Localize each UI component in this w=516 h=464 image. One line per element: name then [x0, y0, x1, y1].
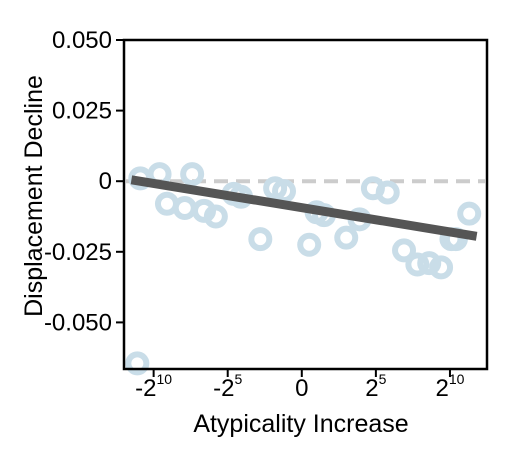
- data-point: [297, 232, 322, 257]
- y-tick-label: -0.050: [44, 309, 112, 336]
- data-point: [172, 196, 197, 221]
- x-tick-label: 25: [365, 371, 386, 402]
- y-tick-label: 0: [99, 168, 112, 195]
- y-axis-label: Displacement Decline: [20, 75, 48, 317]
- x-axis-label: Atypicality Increase: [193, 410, 408, 438]
- data-point: [125, 351, 150, 376]
- data-point: [334, 225, 359, 250]
- data-point: [417, 251, 442, 276]
- points-group: [125, 162, 482, 376]
- fit-line-group: [130, 175, 478, 241]
- data-point: [429, 255, 454, 280]
- data-point: [180, 162, 205, 187]
- data-point: [203, 204, 228, 229]
- y-tick-label: -0.025: [44, 239, 112, 266]
- data-point: [392, 238, 417, 263]
- data-point: [248, 227, 273, 252]
- data-point: [405, 252, 430, 277]
- x-tick-label: -210: [135, 371, 172, 402]
- data-point: [375, 180, 400, 205]
- y-tick-label: 0.025: [52, 98, 112, 125]
- x-tick-label: -25: [213, 371, 242, 402]
- y-tick-label: 0.050: [52, 27, 112, 54]
- fit-line: [130, 175, 478, 241]
- x-tick-label: 0: [295, 375, 308, 402]
- plot-frame: [122, 38, 489, 371]
- y-ticks-group: 0.050 0.025 0 -0.025 -0.050: [44, 27, 124, 336]
- x-ticks-group: -210 -25 0 25 210: [135, 369, 465, 402]
- data-point: [272, 179, 297, 204]
- x-tick-label: 210: [435, 371, 464, 402]
- data-point: [457, 201, 482, 226]
